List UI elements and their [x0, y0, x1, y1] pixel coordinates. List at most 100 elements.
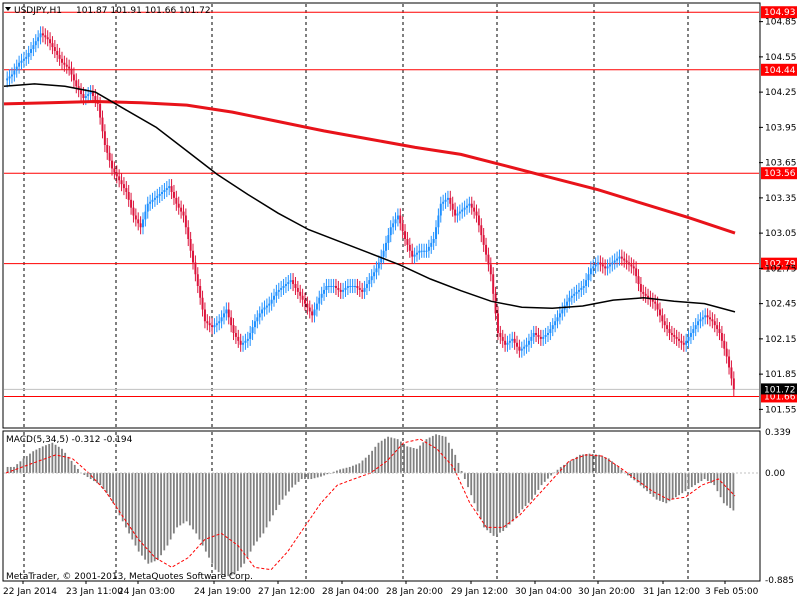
candles: [6, 26, 735, 397]
candle-body: [206, 321, 209, 324]
macd-bar: [230, 472, 233, 576]
price-level-tag: [761, 167, 797, 180]
candle-body: [177, 203, 180, 208]
macd-bar: [406, 446, 409, 473]
candle-body: [530, 336, 533, 341]
current-price-tag: [761, 383, 797, 395]
candle-body: [82, 94, 85, 98]
candle-body: [46, 37, 49, 40]
price-pane[interactable]: [2, 2, 761, 429]
candle-body: [218, 321, 221, 324]
candle-body: [134, 215, 137, 220]
macd-bar: [495, 472, 498, 535]
candle-body: [325, 286, 328, 290]
candle-body: [611, 262, 614, 265]
candle-body: [358, 287, 361, 290]
macd-bar: [13, 466, 15, 473]
candle-body: [396, 215, 399, 220]
chart-header-ohlc: 101.87 101.91 101.66 101.72: [76, 6, 211, 16]
macd-bar: [678, 472, 680, 496]
candle-body: [242, 342, 245, 345]
macd-bar: [332, 471, 335, 473]
candle-body: [22, 58, 25, 61]
candle-body: [163, 190, 166, 192]
macd-bar: [233, 472, 236, 575]
candle-body: [196, 274, 199, 286]
macd-bar: [128, 472, 130, 534]
y-tick-label: 103.95: [765, 123, 797, 133]
candle-body: [699, 319, 702, 322]
candle-body: [249, 333, 252, 339]
candle-body: [60, 58, 63, 63]
candle-body: [327, 286, 330, 287]
candle-body: [377, 262, 380, 269]
x-tick-label: 30 Jan 04:00: [515, 587, 572, 597]
candle-body: [137, 219, 140, 224]
macd-bar: [224, 472, 226, 577]
macd-bar: [463, 472, 466, 480]
macd-bar: [278, 472, 281, 505]
candle-body: [570, 295, 573, 298]
macd-bar: [211, 472, 214, 564]
macd-bar: [633, 472, 636, 481]
macd-bar: [118, 472, 121, 516]
macd-bar: [595, 454, 597, 473]
candle-body: [554, 321, 557, 326]
candle-body: [623, 258, 626, 261]
candle-body: [670, 333, 673, 335]
macd-bar: [134, 472, 137, 546]
candle-body: [706, 315, 709, 318]
candle-body: [253, 321, 256, 328]
macd-bar: [726, 472, 728, 506]
macd-bar: [348, 466, 351, 473]
macd-bar: [153, 472, 156, 562]
macd-indicator: [4, 434, 759, 577]
macd-bar: [684, 472, 687, 492]
candle-body: [211, 325, 214, 328]
candle-body: [227, 309, 230, 318]
macd-bar: [380, 440, 383, 473]
x-tick-label: 22 Jan 2014: [3, 587, 57, 597]
candle-body: [408, 244, 411, 251]
x-tick-label: 29 Jan 12:00: [451, 587, 508, 597]
macd-bar: [697, 472, 700, 484]
macd-bar: [655, 472, 658, 500]
candle-body: [56, 51, 59, 55]
macd-bar: [719, 472, 722, 498]
candle-body: [270, 299, 273, 304]
candle-body: [184, 215, 187, 228]
candle-body: [532, 333, 535, 337]
x-tick-label: 28 Jan 04:00: [322, 587, 379, 597]
macd-bar: [371, 450, 373, 473]
candle-body: [244, 340, 247, 343]
candle-body: [37, 37, 40, 42]
candle-body: [170, 186, 173, 192]
macd-bar: [313, 472, 316, 479]
macd-bar: [454, 454, 457, 473]
macd-bar: [665, 472, 668, 504]
macd-bar: [598, 454, 601, 473]
candle-body: [616, 258, 619, 261]
macd-bar: [320, 472, 322, 477]
candle-body: [404, 231, 407, 239]
macd-bar: [694, 472, 696, 486]
candle-body: [415, 252, 418, 255]
candle-body: [387, 235, 390, 243]
candle-body: [456, 213, 459, 216]
candle-body: [334, 286, 337, 288]
candle-body: [692, 329, 695, 333]
macd-bar: [192, 472, 194, 530]
macd-bar: [527, 472, 530, 503]
candle-body: [678, 338, 681, 341]
candle-body: [156, 195, 159, 198]
macd-bar: [387, 436, 389, 473]
x-tick-label: 3 Feb 05:00: [705, 587, 759, 597]
candle-body: [446, 197, 449, 200]
macd-bar: [713, 472, 716, 486]
candle-body: [189, 239, 192, 251]
candle-body: [25, 56, 28, 59]
candle-body: [730, 367, 733, 379]
candle-body: [51, 43, 54, 48]
chevron-down-icon[interactable]: [5, 7, 11, 11]
